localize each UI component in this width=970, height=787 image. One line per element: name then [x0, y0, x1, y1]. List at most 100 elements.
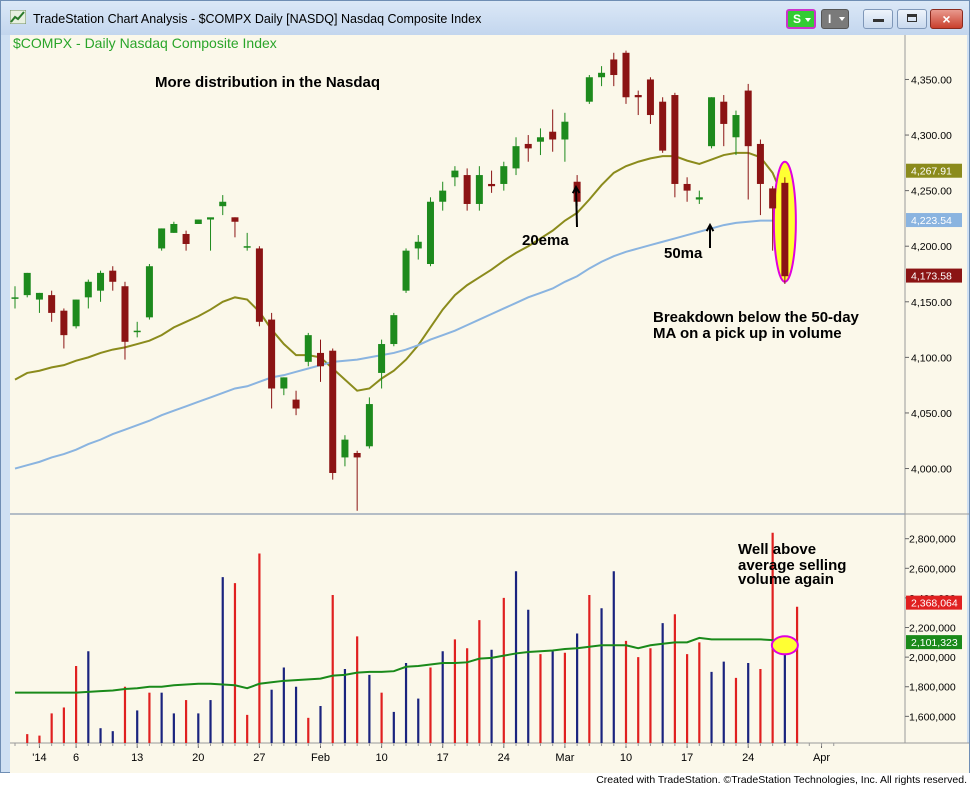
symbol-label: $COMPX - Daily Nasdaq Composite Index [13, 35, 277, 51]
footer-credit: Created with TradeStation. ©TradeStation… [0, 773, 970, 787]
volume-value-label: 2,101,323 [911, 637, 958, 649]
candle-down [622, 52, 630, 98]
annotation-ma50: 50ma [664, 245, 703, 262]
annotation-title: More distribution in the Nasdaq [155, 74, 380, 91]
candle-down [353, 452, 361, 458]
candle-up [439, 190, 447, 202]
candle-up [708, 97, 716, 147]
annotation-breakdown-1: Breakdown below the 50-day [653, 309, 860, 326]
window-title: TradeStation Chart Analysis - $COMPX Dai… [33, 12, 482, 26]
volume-value-label: 2,368,064 [911, 598, 958, 610]
candle-down [781, 182, 789, 277]
candle-up [243, 246, 251, 248]
candle-down [268, 319, 276, 389]
candle-up [732, 115, 740, 138]
volume-tick-label: 2,800,000 [909, 534, 956, 546]
candle-down [255, 248, 263, 322]
candle-down [231, 217, 239, 222]
volume-average-line [15, 636, 798, 694]
minimize-icon [873, 19, 884, 22]
strategy-s-button[interactable]: S [786, 9, 816, 29]
date-tick-label: '14 [32, 752, 46, 764]
volume-tick-label: 1,600,000 [909, 711, 956, 723]
price-value-label: 4,267.91 [911, 166, 952, 178]
candle-down [488, 183, 496, 187]
date-tick-label: 10 [375, 752, 387, 764]
volume-value-label-bg [906, 635, 962, 650]
candle-down [646, 79, 654, 116]
candle-down [292, 399, 300, 409]
indicator-i-button[interactable]: I [821, 9, 849, 29]
date-tick-label: 17 [681, 752, 693, 764]
close-button[interactable]: × [930, 9, 963, 29]
candle-up [365, 404, 373, 447]
candle-down [121, 286, 129, 342]
close-icon: × [942, 11, 951, 27]
price-volume-chart[interactable]: $COMPX - Daily Nasdaq Composite Index 4,3… [1, 1, 969, 773]
maximize-button[interactable] [897, 9, 927, 29]
date-tick-label: 10 [620, 752, 632, 764]
candle-down [549, 131, 557, 140]
price-value-label-bg [906, 163, 962, 178]
candle-up [84, 281, 92, 298]
candle-up [561, 121, 569, 140]
candle-up [390, 315, 398, 345]
candle-up [414, 241, 422, 249]
date-tick-label: 24 [742, 752, 754, 764]
candle-up [695, 197, 703, 200]
candle-down [671, 95, 679, 184]
candle-up [512, 146, 520, 169]
candle-up [145, 266, 153, 318]
candle-down [683, 183, 691, 191]
volume-highlight-ellipse [770, 635, 799, 656]
candle-down [769, 188, 777, 209]
candle-down [109, 270, 117, 282]
annotation-breakdown-2: MA on a pick up in volume [653, 325, 842, 342]
date-axis-pane [10, 743, 969, 773]
candle-down [744, 90, 752, 147]
axis-pane [905, 35, 967, 743]
annotation-volume-3: volume again [738, 571, 834, 588]
strategy-s-label: S [793, 12, 802, 26]
candle-up [598, 72, 606, 78]
price-tick-label: 4,100.00 [911, 352, 952, 364]
price-value-label-bg [906, 268, 962, 283]
date-tick-label: 27 [253, 752, 265, 764]
price-tick-label: 4,250.00 [911, 186, 952, 198]
candle-up [500, 166, 508, 184]
volume-pane [10, 515, 905, 743]
date-tick-label: 17 [437, 752, 449, 764]
ema20-arrow [575, 186, 578, 228]
candle-up [585, 77, 593, 102]
minimize-button[interactable] [863, 9, 893, 29]
price-tick-label: 4,050.00 [911, 408, 952, 420]
candle-down [329, 350, 337, 473]
candle-down [48, 295, 56, 313]
candle-up [378, 344, 386, 373]
candle-up [158, 228, 166, 249]
candle-down [524, 143, 532, 149]
annotation-volume-2: average selling [738, 557, 846, 574]
title-bar[interactable]: TradeStation Chart Analysis - $COMPX Dai… [1, 1, 969, 35]
maximize-icon [907, 14, 917, 22]
price-tick-label: 4,000.00 [911, 464, 952, 476]
candle-down [659, 101, 667, 151]
volume-tick-label: 2,000,000 [909, 652, 956, 664]
candle-down [610, 59, 618, 76]
candle-up [35, 292, 43, 300]
date-tick-label: 24 [498, 752, 510, 764]
candle-down [60, 310, 68, 336]
candle-down [463, 175, 471, 204]
candle-down [182, 233, 190, 244]
candle-up [207, 217, 215, 220]
candle-down [634, 95, 642, 98]
candle-up [11, 297, 19, 299]
annotation-ema20: 20ema [522, 232, 569, 249]
date-tick-label: 20 [192, 752, 204, 764]
candle-up [426, 201, 434, 264]
candle-up [194, 219, 202, 224]
ma50-arrow-head [705, 222, 715, 232]
candle-up [72, 299, 80, 327]
candle-up [219, 201, 227, 207]
chevron-down-icon [839, 17, 845, 21]
